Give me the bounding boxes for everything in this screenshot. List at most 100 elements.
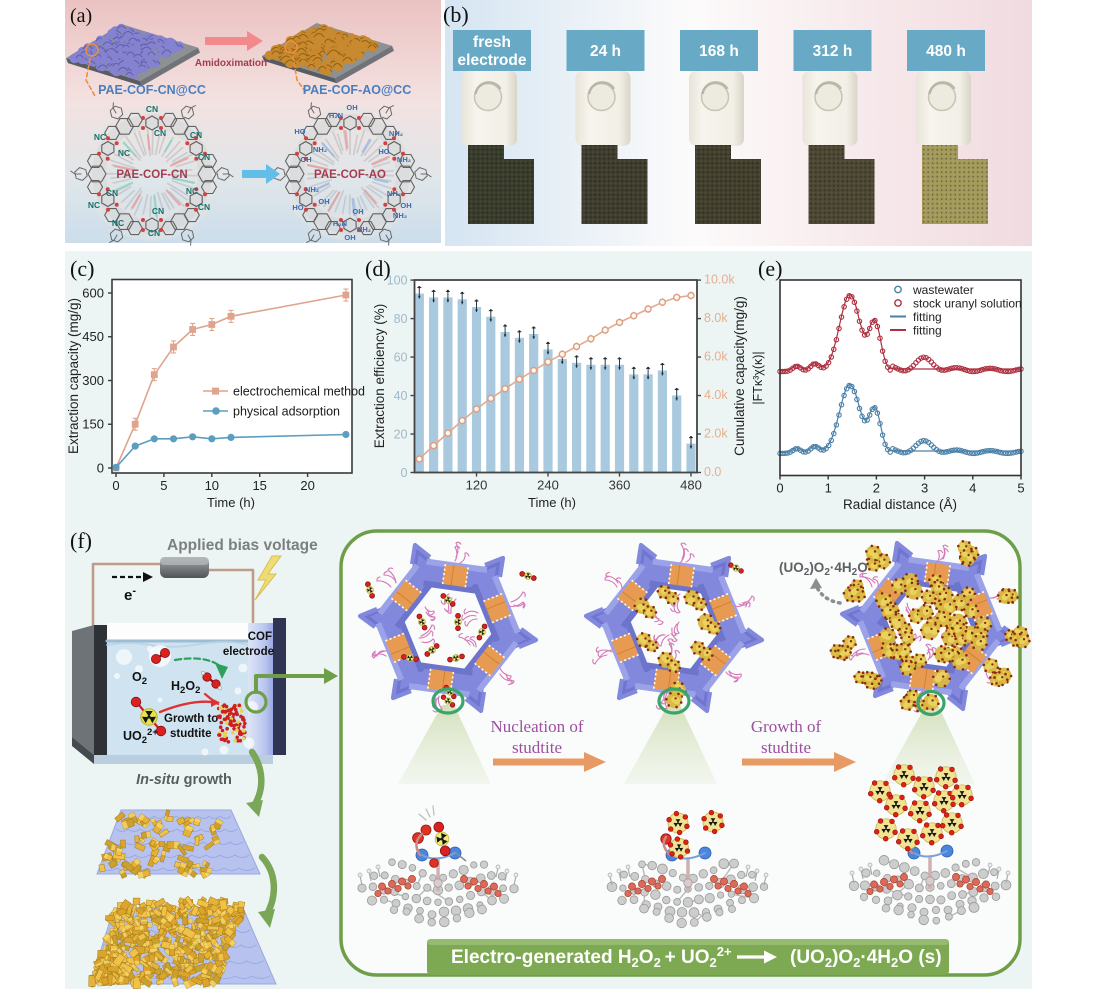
svg-text:8.0k: 8.0k [704,311,728,325]
svg-text:24 h: 24 h [590,43,621,60]
svg-text:120: 120 [466,478,488,493]
svg-text:OH: OH [300,155,311,164]
svg-text:600: 600 [82,285,104,300]
svg-text:Time (h): Time (h) [207,495,255,510]
svg-text:(e): (e) [758,256,782,281]
svg-text:OH: OH [352,207,363,216]
svg-text:PAE-COF-CN@CC: PAE-COF-CN@CC [98,83,206,97]
svg-text:Amidoximation: Amidoximation [195,58,267,69]
svg-text:stock uranyl solution: stock uranyl solution [913,297,1022,311]
svg-text:0.0: 0.0 [704,465,721,479]
svg-text:H₂N: H₂N [333,219,347,228]
svg-text:5: 5 [160,478,167,493]
svg-text:OH: OH [344,233,355,242]
svg-text:NH₂: NH₂ [357,225,371,234]
svg-text:NH₂: NH₂ [387,189,401,198]
svg-text:3: 3 [921,481,928,496]
svg-text:2: 2 [873,481,880,496]
svg-text:480: 480 [680,478,702,493]
svg-text:NH₂: NH₂ [313,145,327,154]
svg-text:CN: CN [152,206,164,216]
svg-text:312 h: 312 h [813,43,853,60]
svg-text:H₂N: H₂N [329,111,343,120]
svg-text:450: 450 [82,329,104,344]
svg-text:NC: NC [94,132,106,142]
svg-text:NH₂: NH₂ [389,129,403,138]
svg-text:150: 150 [82,417,104,432]
svg-text:0: 0 [97,461,104,476]
svg-text:electrochemical method: electrochemical method [233,385,365,399]
svg-text:(f): (f) [70,528,92,553]
svg-text:0: 0 [112,478,119,493]
svg-text:studtite: studtite [170,728,212,740]
svg-text:CN: CN [146,104,158,114]
svg-text:OH: OH [346,103,357,112]
svg-text:electrode: electrode [223,646,274,658]
svg-text:PAE-COF-CN: PAE-COF-CN [116,169,187,181]
svg-text:NC: NC [186,186,198,196]
svg-text:240: 240 [537,478,559,493]
svg-text:CN: CN [106,188,118,198]
svg-text:15: 15 [252,478,266,493]
svg-text:CN: CN [148,228,160,238]
svg-text:Electro-generated H2O2 + UO22+: Electro-generated H2O2 + UO22+ [451,944,732,970]
svg-text:4.0k: 4.0k [704,388,728,402]
svg-text:fresh: fresh [473,34,511,51]
svg-text:NC: NC [118,148,130,158]
svg-text:20: 20 [394,428,408,442]
svg-text:(a): (a) [70,5,92,27]
svg-text:HO: HO [292,203,303,212]
svg-text:168 h: 168 h [699,43,739,60]
svg-text:CN: CN [198,202,210,212]
svg-text:Radial distance (Å): Radial distance (Å) [843,497,957,512]
svg-text:60: 60 [394,351,408,365]
svg-text:Growth to: Growth to [164,713,218,725]
svg-text:CN: CN [190,130,202,140]
svg-text:NC: NC [112,218,124,228]
svg-text:6.0k: 6.0k [704,350,728,364]
svg-text:Growth of: Growth of [751,717,822,736]
svg-text:0: 0 [401,466,408,480]
svg-text:NH₂: NH₂ [397,155,411,164]
svg-text:CN: CN [154,128,166,138]
svg-text:(c): (c) [70,256,94,281]
svg-text:480 h: 480 h [926,43,966,60]
svg-text:fitting: fitting [913,310,942,324]
svg-text:5: 5 [1017,481,1024,496]
svg-text:40: 40 [394,389,408,403]
svg-text:PAE-COF-AO@CC: PAE-COF-AO@CC [303,83,411,97]
svg-text:Time (h): Time (h) [528,495,576,510]
svg-text:Cumulative capacity(mg/g): Cumulative capacity(mg/g) [732,296,747,456]
svg-text:2.0k: 2.0k [704,427,728,441]
svg-text:100: 100 [387,274,408,288]
svg-text:1: 1 [825,481,832,496]
svg-text:300: 300 [82,373,104,388]
svg-text:(b): (b) [443,2,469,27]
svg-text:0: 0 [776,481,783,496]
svg-text:20: 20 [300,478,314,493]
svg-text:10: 10 [205,478,219,493]
svg-text:In-situ growth: In-situ growth [136,772,232,788]
svg-text:Extraction capacity (mg/g): Extraction capacity (mg/g) [66,298,81,454]
svg-text:PAE-COF-AO: PAE-COF-AO [314,169,386,181]
svg-text:80: 80 [394,312,408,326]
svg-text:360: 360 [609,478,631,493]
svg-text:COF: COF [248,631,272,643]
svg-text:studtite: studtite [512,738,562,757]
svg-text:NH₂: NH₂ [305,185,319,194]
svg-text:|FTκ³χ(κ)|: |FTκ³χ(κ)| [751,351,765,404]
svg-text:electrode: electrode [458,52,527,69]
svg-text:Nucleation of: Nucleation of [491,717,584,736]
svg-text:CN: CN [198,152,210,162]
svg-text:4: 4 [969,481,976,496]
svg-text:fitting: fitting [913,324,942,338]
svg-text:Applied bias voltage: Applied bias voltage [167,537,318,554]
svg-text:physical adsorption: physical adsorption [233,405,340,419]
svg-text:NH₂: NH₂ [393,211,407,220]
svg-text:10.0k: 10.0k [704,273,735,287]
svg-text:OH: OH [318,197,329,206]
svg-text:Extraction efficiency (%): Extraction efficiency (%) [372,304,387,449]
svg-text:HO: HO [294,127,305,136]
svg-text:OH: OH [400,201,411,210]
svg-text:HO: HO [378,147,389,156]
